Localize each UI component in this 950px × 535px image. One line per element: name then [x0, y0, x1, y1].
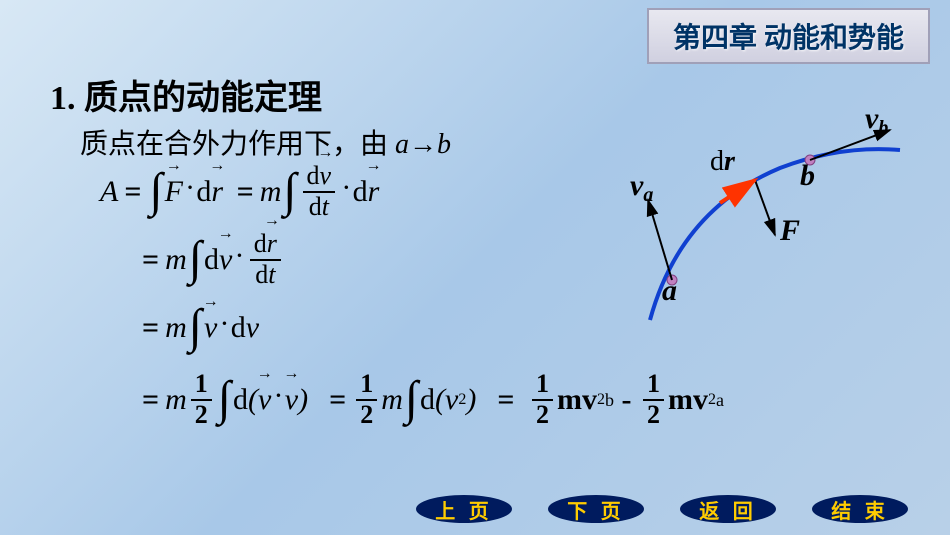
dot-op: · — [274, 379, 282, 413]
num-1: 1 — [643, 370, 664, 401]
equals: = — [142, 383, 159, 417]
squared: 2 — [708, 391, 716, 409]
diff-d: d — [196, 175, 211, 209]
vec-r: r — [267, 230, 277, 259]
fraction-half: 1 2 — [643, 370, 664, 429]
mv-term: m — [557, 383, 582, 417]
next-label: 下 页 — [567, 495, 625, 524]
back-label: 返 回 — [699, 495, 757, 524]
var-t: t — [322, 192, 329, 221]
dot-op: · — [235, 239, 243, 273]
equation-line-4: = m 1 2 ∫ d(v ·v) = 1 2 m ∫ d(v2) = 1 2 … — [136, 364, 724, 436]
subtitle-text: 质点在合外力作用下，由 — [80, 129, 395, 160]
subtitle: 质点在合外力作用下，由 a→b — [80, 122, 451, 162]
vec-v: v — [258, 383, 271, 417]
label-dr: dr — [710, 146, 736, 177]
den-2: 2 — [643, 401, 664, 430]
vector-va — [648, 200, 672, 280]
equals: = — [237, 175, 254, 209]
var-m: m — [165, 243, 187, 277]
curve-diagram: va vb dr b a F — [600, 100, 920, 340]
diff-d: d — [309, 192, 322, 221]
diff-d: d — [307, 161, 320, 190]
squared: 2 — [597, 391, 605, 409]
mv-term: m — [668, 383, 693, 417]
den-2: 2 — [191, 401, 212, 430]
label-b: b — [800, 159, 815, 192]
label-a: a — [662, 274, 677, 307]
vec-r: r — [368, 175, 380, 209]
vec-v: v — [320, 162, 332, 191]
dot-op: · — [220, 307, 228, 341]
prev-label: 上 页 — [435, 495, 493, 524]
nav-bar: 上 页 下 页 返 回 结 束 — [414, 493, 910, 525]
num-1: 1 — [532, 370, 553, 401]
var-v: v — [246, 311, 259, 345]
dot-op: · — [186, 171, 194, 205]
num-1: 1 — [356, 370, 377, 401]
v-bold: v — [582, 383, 597, 417]
subtitle-a: a — [395, 129, 409, 160]
chapter-header: 第四章 动能和势能 — [647, 8, 930, 64]
var-t: t — [268, 260, 275, 289]
diff-d: d — [420, 383, 435, 417]
var-A: A — [100, 175, 118, 209]
sub-b: b — [605, 390, 614, 411]
diff-d: d — [231, 311, 246, 345]
var-m: m — [165, 383, 187, 417]
equals: = — [142, 311, 159, 345]
vec-v: v — [219, 243, 232, 277]
den-2: 2 — [532, 401, 553, 430]
label-va: va — [630, 169, 653, 206]
var-m: m — [260, 175, 282, 209]
vec-F: F — [165, 175, 183, 209]
var-m: m — [381, 383, 403, 417]
diagram-svg: va vb dr b a F — [600, 100, 920, 340]
den-2: 2 — [356, 401, 377, 430]
equals: = — [329, 383, 346, 417]
equals: = — [142, 243, 159, 277]
integral-sign: ∫ — [149, 163, 162, 218]
minus: - — [621, 383, 631, 417]
vec-v: v — [204, 311, 217, 345]
fraction-half: 1 2 — [191, 370, 212, 429]
prev-button[interactable]: 上 页 — [414, 493, 514, 525]
vec-r: r — [211, 175, 223, 209]
diff-d: d — [255, 260, 268, 289]
var-v: v — [445, 383, 458, 417]
vec-v: v — [285, 383, 298, 417]
integral-sign: ∫ — [405, 371, 418, 426]
num-1: 1 — [191, 370, 212, 401]
end-button[interactable]: 结 束 — [810, 493, 910, 525]
equals: = — [124, 175, 141, 209]
dot-op: · — [342, 171, 350, 205]
squared: 2 — [458, 391, 466, 409]
integral-sign: ∫ — [189, 231, 202, 286]
diff-d: d — [254, 229, 267, 258]
var-m: m — [165, 311, 187, 345]
integral-sign: ∫ — [218, 371, 231, 426]
diff-d: d — [204, 243, 219, 277]
end-label: 结 束 — [831, 495, 889, 524]
label-F: F — [779, 214, 800, 247]
equals: = — [497, 383, 514, 417]
vector-F — [755, 180, 775, 235]
section-title: 1. 质点的动能定理 — [50, 70, 322, 119]
fraction-half: 1 2 — [532, 370, 553, 429]
subtitle-arrow: → — [409, 129, 437, 160]
sub-a: a — [716, 390, 724, 411]
fraction-dvdt: dv dt — [303, 162, 336, 221]
fraction-drdt: dr dt — [250, 230, 281, 289]
diff-d: d — [353, 175, 368, 209]
integral-sign: ∫ — [189, 299, 202, 354]
label-vb: vb — [865, 102, 888, 139]
v-bold: v — [693, 383, 708, 417]
subtitle-b: b — [437, 129, 451, 160]
integral-sign: ∫ — [283, 163, 296, 218]
back-button[interactable]: 返 回 — [678, 493, 778, 525]
fraction-half: 1 2 — [356, 370, 377, 429]
diff-d: d — [233, 383, 248, 417]
next-button[interactable]: 下 页 — [546, 493, 646, 525]
vector-dr — [720, 180, 755, 203]
